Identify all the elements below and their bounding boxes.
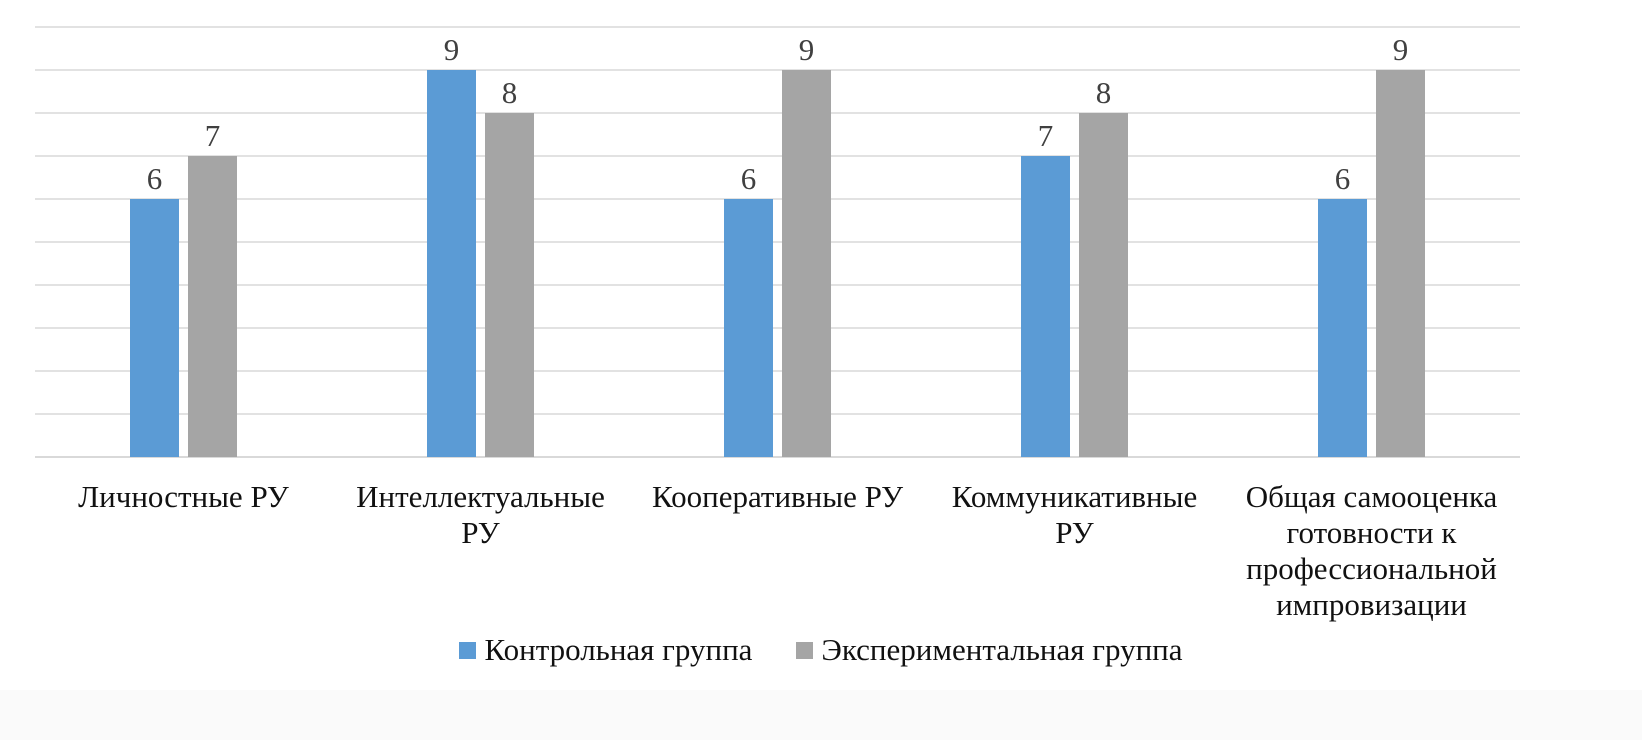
legend-swatch-experimental: [796, 641, 814, 659]
category-label: Коммуникативные РУ: [952, 479, 1197, 550]
data-label: 7: [205, 118, 221, 153]
category-label: Общая самооценка готовности к профессионал…: [1246, 479, 1498, 622]
data-label: 6: [1335, 161, 1351, 196]
legend-swatch-control: [459, 641, 477, 659]
legend-label-experimental: Экспериментальная группа: [821, 632, 1183, 667]
bar-chart: 6 7 Личностные РУ 9 8 Интеллектуальные РУ 6 9 Коо…: [35, 26, 1520, 622]
bar-experimental: [188, 156, 237, 457]
category-label: Личностные РУ: [78, 479, 289, 514]
data-label: 6: [741, 161, 757, 196]
data-label: 9: [799, 32, 815, 67]
data-label: 8: [1096, 75, 1112, 110]
bar-control: [1021, 156, 1070, 457]
legend-item-control: Контрольная группа: [459, 632, 752, 668]
legend: Контрольная группа Экспериментальная гру…: [0, 632, 1642, 668]
bar-control: [130, 199, 179, 457]
legend-label-control: Контрольная группа: [484, 632, 753, 667]
bar-control: [724, 199, 773, 457]
data-label: 9: [1393, 32, 1409, 67]
bar-experimental: [485, 113, 534, 457]
bar-experimental: [782, 70, 831, 457]
category-label: Интеллектуальные РУ: [356, 479, 605, 550]
bar-experimental: [1079, 113, 1128, 457]
data-label: 7: [1038, 118, 1054, 153]
bar-control: [427, 70, 476, 457]
legend-item-experimental: Экспериментальная группа: [796, 632, 1183, 668]
bottom-band: [0, 690, 1642, 740]
data-label: 9: [444, 32, 460, 67]
bar-experimental: [1376, 70, 1425, 457]
bar-control: [1318, 199, 1367, 457]
data-label: 6: [147, 161, 163, 196]
category-label: Кооперативные РУ: [652, 479, 903, 514]
data-label: 8: [502, 75, 518, 110]
